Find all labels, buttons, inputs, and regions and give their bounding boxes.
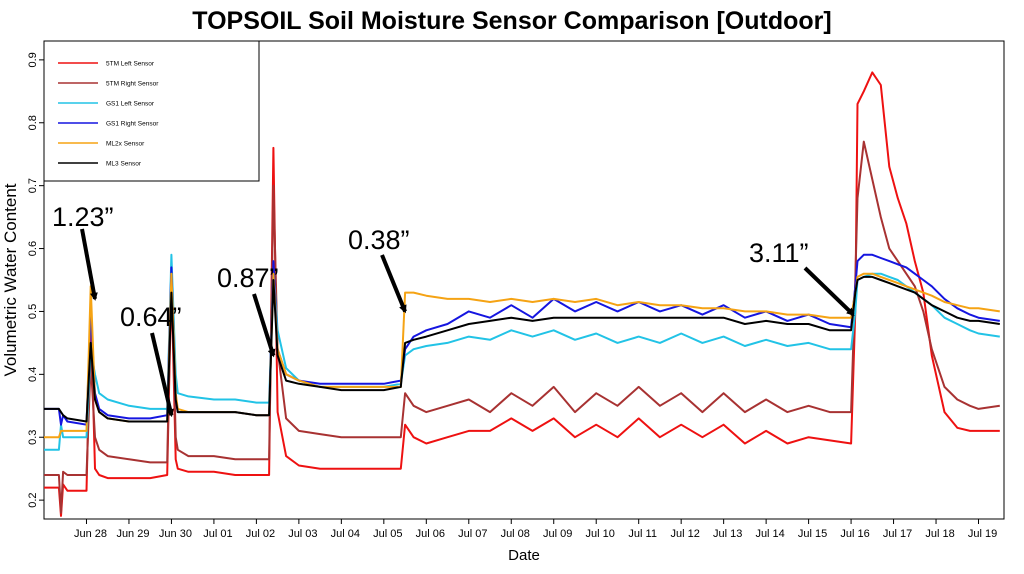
x-tick-label: Jul 07 (458, 528, 487, 540)
legend-label: ML2x Sensor (106, 141, 145, 148)
y-tick-label: 0.5 (27, 304, 39, 319)
chart-title: TOPSOIL Soil Moisture Sensor Comparison … (192, 7, 831, 35)
x-tick-label: Jul 17 (883, 528, 912, 540)
legend-label: GS1 Left Sensor (106, 101, 155, 108)
y-tick-label: 0.3 (27, 430, 39, 445)
annotation-arrow (380, 254, 407, 314)
annotation-arrow (150, 332, 174, 418)
x-tick-label: Jul 18 (925, 528, 954, 540)
series-line-6 (44, 275, 1000, 423)
legend-label: ML3 Sensor (106, 161, 142, 168)
plot-frame (43, 40, 1005, 520)
series-line-3 (44, 253, 1000, 451)
legend-label: 5TM Right Sensor (106, 81, 159, 88)
series-line-2 (44, 140, 1000, 514)
x-tick-label: Jul 11 (628, 528, 657, 540)
x-tick-label: Jun 30 (159, 528, 192, 540)
x-tick-label: Jul 06 (416, 528, 445, 540)
legend-label: GS1 Right Sensor (106, 121, 159, 128)
series-line-1 (44, 71, 1000, 517)
y-tick-label: 0.9 (27, 52, 39, 67)
legend-label: 5TM Left Sensor (106, 61, 155, 68)
x-tick-label: Jul 12 (670, 528, 699, 540)
annotation-arrow (80, 228, 98, 301)
x-tick-label: Jul 02 (246, 528, 275, 540)
annotation-arrow (803, 266, 855, 317)
annotation-label: 3.11” (749, 238, 809, 268)
x-tick-label: Jul 03 (288, 528, 317, 540)
y-tick-label: 0.6 (27, 241, 39, 256)
x-tick-label: Jul 05 (373, 528, 402, 540)
x-axis: Jun 28 Jun 29 Jun 30 Jul 01 Jul 02 Jul 03 Jul … (74, 519, 997, 540)
x-tick-label: Jul 09 (543, 528, 572, 540)
y-tick-label: 0.2 (27, 492, 39, 507)
annotations: 1.23” 0.64” 0.87” 0.38” 3.11” (52, 202, 855, 418)
x-tick-label: Jul 08 (501, 528, 530, 540)
x-axis-label: Date (508, 547, 540, 564)
y-tick-label: 0.7 (27, 178, 39, 193)
annotation-arrow (252, 293, 276, 358)
x-tick-label: Jul 14 (755, 528, 784, 540)
y-axis-label: Volumetric Water Content (1, 183, 20, 376)
y-axis: 0.2 0.3 0.4 0.5 0.6 0.7 0.8 0.9 (27, 52, 44, 508)
y-tick-label: 0.4 (27, 367, 39, 382)
annotation-label: 0.38” (348, 225, 410, 255)
series-line-4 (44, 253, 1000, 426)
x-tick-label: Jul 13 (713, 528, 742, 540)
x-tick-label: Jul 15 (798, 528, 827, 540)
x-tick-label: Jul 10 (586, 528, 615, 540)
legend-box (43, 40, 260, 182)
x-tick-label: Jul 16 (840, 528, 869, 540)
x-tick-label: Jul 01 (203, 528, 232, 540)
annotation-label: 1.23” (52, 202, 114, 232)
series-layer (44, 71, 1000, 517)
annotation-label: 0.64” (120, 302, 182, 332)
annotation-label: 0.87” (217, 263, 279, 293)
x-tick-label: Jun 29 (116, 528, 149, 540)
legend: 5TM Left Sensor 5TM Right Sensor GS1 Left … (43, 40, 260, 182)
y-tick-label: 0.8 (27, 115, 39, 130)
x-tick-label: Jul 04 (331, 528, 360, 540)
x-tick-label: Jun 28 (74, 528, 107, 540)
x-tick-label: Jul 19 (968, 528, 997, 540)
